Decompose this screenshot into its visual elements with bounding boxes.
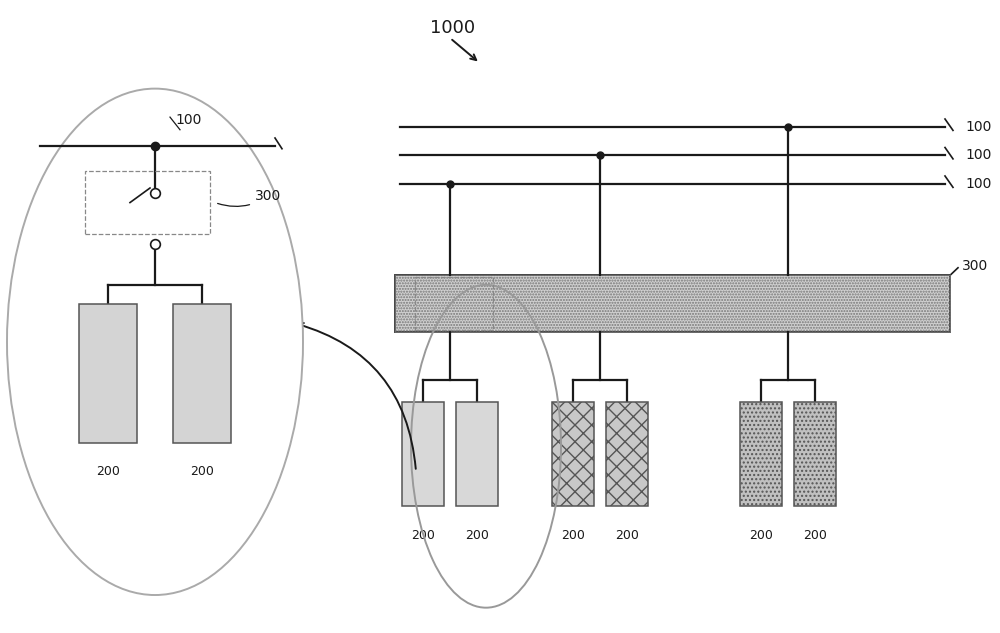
Bar — [552, 402, 594, 506]
Text: 200: 200 — [411, 529, 435, 542]
Text: 100: 100 — [965, 148, 991, 162]
Bar — [402, 402, 444, 506]
Bar — [85, 171, 210, 234]
Bar — [395, 275, 950, 332]
Text: 300: 300 — [218, 189, 281, 206]
Bar — [740, 402, 782, 506]
Text: 200: 200 — [465, 529, 489, 542]
Text: 200: 200 — [190, 465, 214, 479]
Text: 300: 300 — [962, 259, 988, 273]
Text: 200: 200 — [96, 465, 120, 479]
Text: 200: 200 — [803, 529, 827, 542]
Bar — [173, 304, 231, 443]
Bar — [395, 275, 950, 332]
Bar — [79, 304, 137, 443]
Bar — [456, 402, 498, 506]
Text: 200: 200 — [561, 529, 585, 542]
Bar — [606, 402, 648, 506]
Bar — [415, 277, 493, 330]
Bar — [794, 402, 836, 506]
Text: 200: 200 — [749, 529, 773, 542]
Text: 100: 100 — [175, 113, 201, 127]
Text: 200: 200 — [615, 529, 639, 542]
Text: 100: 100 — [965, 120, 991, 134]
Text: 100: 100 — [965, 177, 991, 191]
Ellipse shape — [7, 89, 303, 595]
Text: 1000: 1000 — [430, 20, 475, 37]
